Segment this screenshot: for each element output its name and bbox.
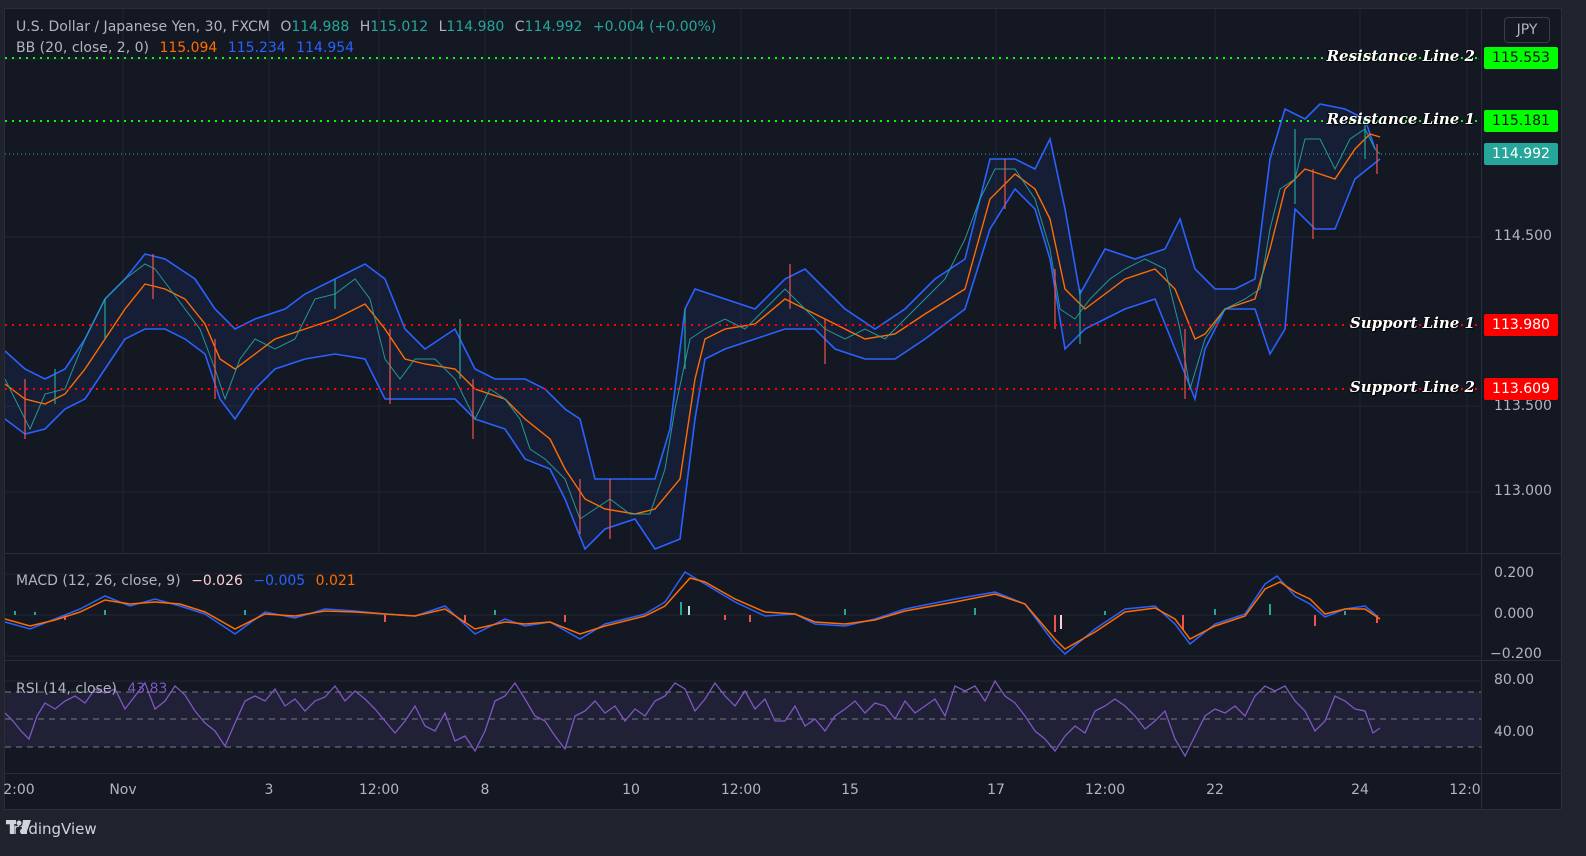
rsi-legend[interactable]: RSI (14, close) 43.83 [16, 681, 173, 697]
support-line-2-label: Support Line 2 [1349, 378, 1475, 396]
bb-basis-value: 115.094 [159, 40, 218, 56]
close-label: C [514, 19, 525, 35]
currency-button[interactable]: JPY [1504, 17, 1550, 43]
bb-legend[interactable]: BB (20, close, 2, 0) 115.094 115.234 114… [16, 40, 360, 56]
ohlc-high: H115.012 [360, 19, 428, 35]
low-label: L [438, 19, 447, 35]
resistance-line-1-label: Resistance Line 1 [1326, 110, 1475, 128]
time-tick: 8 [480, 782, 490, 798]
time-tick: 24 [1351, 782, 1369, 798]
price-scale[interactable]: JPY 115.500 114.500 113.500 113.000 115.… [1481, 9, 1561, 553]
pane-separator[interactable] [5, 553, 1561, 554]
symbol-legend[interactable]: U.S. Dollar / Japanese Yen, 30, FXCM O11… [16, 19, 722, 35]
macd-tick: 0.200 [1494, 565, 1535, 581]
macd-label: MACD (12, 26, close, 9) [16, 573, 181, 589]
rsi-scale[interactable]: 80.00 40.00 [1481, 661, 1561, 773]
rsi-value: 43.83 [127, 681, 168, 697]
bb-lower-value: 114.954 [296, 40, 355, 56]
time-tick: 10 [622, 782, 640, 798]
pane-separator[interactable] [5, 660, 1561, 661]
change-value: +0.004 (+0.00%) [592, 19, 717, 35]
rsi-pane[interactable]: RSI (14, close) 43.83 [5, 661, 1481, 773]
resistance-line-2-badge: 115.553 [1484, 47, 1558, 69]
time-tick: 2:00 [3, 782, 35, 798]
support-line-2-badge: 113.609 [1484, 378, 1558, 400]
price-pane[interactable]: U.S. Dollar / Japanese Yen, 30, FXCM O11… [5, 9, 1481, 553]
chart-frame: U.S. Dollar / Japanese Yen, 30, FXCM O11… [3, 8, 1562, 810]
time-axis-separator [5, 773, 1561, 774]
rsi-tick: 80.00 [1494, 672, 1535, 688]
time-tick: Nov [109, 782, 137, 798]
ohlc-open: O114.988 [280, 19, 349, 35]
resistance-line-1-badge: 115.181 [1484, 110, 1558, 132]
macd-legend[interactable]: MACD (12, 26, close, 9) −0.026 −0.005 0.… [16, 573, 362, 589]
time-axis-corner [1481, 774, 1561, 810]
close-value: 114.992 [524, 19, 583, 35]
macd-scale[interactable]: 0.200 0.000 −0.200 [1481, 554, 1561, 662]
open-label: O [280, 19, 292, 35]
price-tick: 113.500 [1494, 398, 1552, 414]
resistance-line-2-label: Resistance Line 2 [1326, 47, 1475, 65]
rsi-chart-canvas [5, 679, 1481, 758]
macd-pane[interactable]: MACD (12, 26, close, 9) −0.026 −0.005 0.… [5, 554, 1481, 660]
high-value: 115.012 [370, 19, 429, 35]
bb-upper-value: 115.234 [227, 40, 286, 56]
support-line-1-badge: 113.980 [1484, 314, 1558, 336]
tradingview-watermark[interactable]: TradingView [6, 820, 97, 838]
macd-signal-value: 0.021 [315, 573, 356, 589]
tradingview-logo-icon [6, 820, 31, 834]
price-tick: 114.500 [1494, 228, 1552, 244]
low-value: 114.980 [446, 19, 505, 35]
macd-histogram-value: −0.026 [191, 573, 243, 589]
time-tick: 12:00 [1084, 782, 1126, 798]
price-tick: 113.000 [1494, 483, 1552, 499]
time-tick: 3 [264, 782, 274, 798]
time-tick: 12:00 [720, 782, 762, 798]
time-axis[interactable]: 2:00 Nov 3 12:00 8 10 12:00 15 17 12:00 … [3, 774, 1481, 810]
time-tick: 15 [841, 782, 859, 798]
open-value: 114.988 [291, 19, 350, 35]
rsi-label: RSI (14, close) [16, 681, 117, 697]
time-tick: 12:00 [358, 782, 400, 798]
rsi-tick: 40.00 [1494, 724, 1535, 740]
ohlc-low: L114.980 [439, 19, 505, 35]
time-tick: 12:0 [1449, 782, 1481, 798]
high-label: H [359, 19, 371, 35]
macd-line-value: −0.005 [253, 573, 306, 589]
time-tick: 22 [1206, 782, 1224, 798]
time-tick: 17 [987, 782, 1005, 798]
support-line-1-label: Support Line 1 [1349, 314, 1475, 332]
last-price-badge: 114.992 [1484, 143, 1558, 165]
price-chart-canvas [5, 9, 1481, 553]
ohlc-close: C114.992 [515, 19, 583, 35]
macd-chart-canvas [5, 570, 1481, 657]
bb-label: BB (20, close, 2, 0) [16, 40, 149, 56]
macd-tick: −0.200 [1490, 646, 1542, 662]
macd-tick: 0.000 [1494, 606, 1535, 622]
symbol-title: U.S. Dollar / Japanese Yen, 30, FXCM [16, 19, 270, 35]
